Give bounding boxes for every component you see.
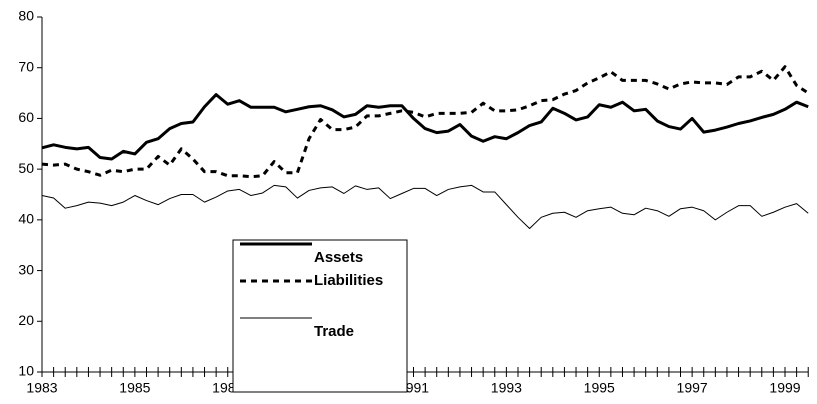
y-tick-label: 60 bbox=[18, 109, 34, 125]
x-tick-label: 1983 bbox=[26, 380, 57, 396]
y-tick-label: 50 bbox=[18, 160, 34, 176]
legend-box bbox=[232, 239, 408, 393]
legend-label: Liabilities bbox=[314, 272, 383, 289]
series-line bbox=[41, 184, 809, 229]
x-tick-label: 1997 bbox=[677, 380, 708, 396]
legend-label: Assets bbox=[314, 249, 363, 266]
y-tick-label: 20 bbox=[18, 312, 34, 328]
y-tick-label: 30 bbox=[18, 261, 34, 277]
y-tick-label: 80 bbox=[18, 8, 34, 24]
y-tick-label: 40 bbox=[18, 211, 34, 227]
x-tick-label: 1995 bbox=[584, 380, 615, 396]
series-line bbox=[41, 93, 809, 161]
legend-label: Trade bbox=[314, 323, 354, 340]
y-tick-label: 10 bbox=[18, 363, 34, 379]
y-tick-label: 70 bbox=[18, 58, 34, 74]
x-tick-label: 1999 bbox=[769, 380, 800, 396]
x-tick-label: 1985 bbox=[119, 380, 150, 396]
legend: Assets Liabilities Trade bbox=[232, 239, 408, 393]
x-tick-label: 1993 bbox=[491, 380, 522, 396]
